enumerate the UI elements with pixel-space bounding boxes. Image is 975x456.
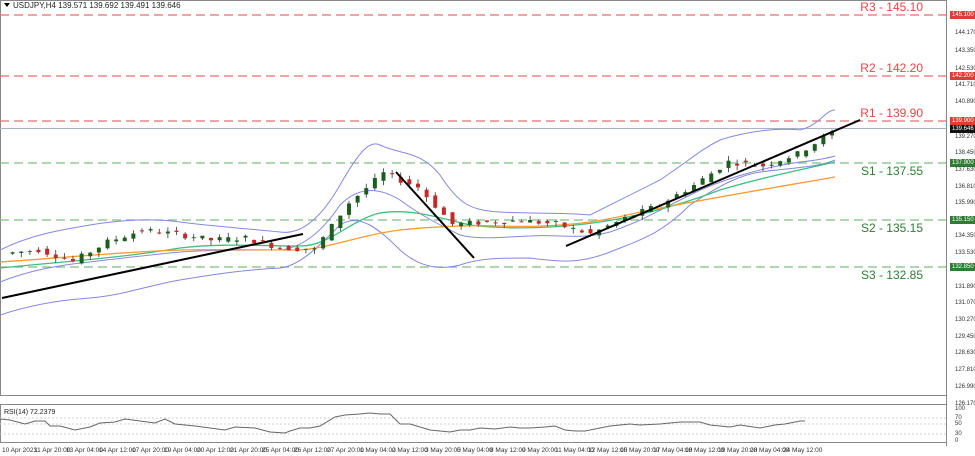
fast-moving-average (0, 161, 836, 269)
y-tick: 135.990 (955, 200, 975, 206)
rsi-tick: 30 (955, 431, 962, 437)
x-tick: 5 May 04:00 (457, 447, 493, 454)
symbol-label: USDJPY,H4 (13, 1, 56, 10)
rsi-levels (0, 417, 946, 435)
x-tick: 21 Apr 20:00 (230, 447, 267, 454)
rsi-tick: 70 (955, 415, 962, 421)
x-tick: 11 May 04:00 (555, 447, 594, 454)
rsi-tick: 0 (955, 438, 959, 444)
y-tick: 137.630 (955, 167, 975, 173)
s1-label: S1 - 137.55 (860, 164, 923, 178)
y-tick: 141.710 (955, 82, 975, 88)
x-tick: 18 May 12:00 (685, 447, 725, 454)
r1-price-tag: 139.900 (950, 117, 975, 125)
slow-moving-average (0, 176, 836, 263)
r3-label: R3 - 145.10 (860, 0, 923, 14)
y-tick: 142.530 (955, 66, 975, 72)
collapse-triangle-icon[interactable] (4, 3, 10, 7)
resistance-lines (0, 14, 946, 122)
rsi-line (0, 412, 805, 434)
x-tick: 15 May 20:00 (620, 447, 660, 454)
y-tick: 134.350 (955, 233, 975, 239)
x-tick: 2 May 12:00 (392, 447, 428, 454)
x-tick: 8 May 12:00 (490, 447, 526, 454)
s3-label: S3 - 132.85 (860, 268, 923, 282)
x-tick: 19 Apr 04:00 (164, 447, 201, 454)
y-tick: 126.170 (955, 401, 975, 407)
y-tick: 139.270 (955, 134, 975, 140)
x-tick: 19 May 20:00 (718, 447, 758, 454)
x-tick: 23 May 04:00 (750, 447, 790, 454)
y-tick: 140.890 (955, 99, 975, 105)
y-tick: 129.450 (955, 334, 975, 340)
y-tick: 127.810 (955, 367, 975, 373)
x-tick: 14 Apr 12:00 (99, 447, 136, 454)
r2-label: R2 - 142.20 (860, 61, 923, 75)
x-tick: 17 May 04:00 (653, 447, 693, 454)
x-tick: 17 Apr 20:00 (132, 447, 169, 454)
main-chart-frame (0, 0, 947, 396)
ohlc-values: 139.571 139.692 139.491 139.646 (58, 1, 181, 10)
x-tick: 12 May 12:00 (588, 447, 628, 454)
r2-price-tag: 142.200 (950, 72, 975, 80)
trendlines (1, 119, 861, 299)
rsi-tick: 100 (955, 406, 966, 412)
x-tick: 3 May 20:00 (425, 447, 461, 454)
y-tick: 136.810 (955, 184, 975, 190)
s1-price-tag: 137.900 (950, 159, 975, 167)
s2-price-tag: 135.150 (950, 216, 975, 224)
s2-label: S2 - 135.15 (860, 221, 923, 235)
y-tick: 138.450 (955, 150, 975, 156)
x-tick: 9 May 20:00 (522, 447, 558, 454)
r1-label: R1 - 139.90 (860, 106, 923, 120)
y-tick: 130.270 (955, 317, 975, 323)
bollinger-bands (0, 109, 836, 316)
y-tick: 144.170 (955, 30, 975, 36)
x-tick: 13 Apr 04:00 (66, 447, 103, 454)
rsi-title: RSI(14) 72.2379 (4, 409, 56, 416)
x-tick: 24 May 12:00 (783, 447, 823, 454)
x-tick: 26 Apr 12:00 (294, 447, 331, 454)
y-tick: 126.990 (955, 384, 975, 390)
y-tick: 131.070 (955, 300, 975, 306)
s3-price-tag: 132.850 (950, 263, 975, 271)
x-tick: 25 Apr 04:00 (262, 447, 299, 454)
x-tick: 27 Apr 20:00 (327, 447, 364, 454)
x-tick: 1 May 04:00 (360, 447, 396, 454)
current-price-tag: 139.646 (950, 125, 975, 133)
y-tick: 143.350 (955, 48, 975, 54)
y-tick: 131.890 (955, 284, 975, 290)
x-tick: 20 Apr 12:00 (197, 447, 234, 454)
y-tick: 133.530 (955, 250, 975, 256)
x-tick: 10 Apr 2023 (2, 447, 38, 454)
y-tick: 128.630 (955, 350, 975, 356)
x-tick: 11 Apr 20:00 (34, 447, 71, 454)
rsi-tick: 50 (955, 421, 962, 427)
chart-title: USDJPY,H4 139.571 139.692 139.491 139.64… (4, 1, 181, 10)
r3-price-tag: 145.100 (950, 11, 975, 19)
